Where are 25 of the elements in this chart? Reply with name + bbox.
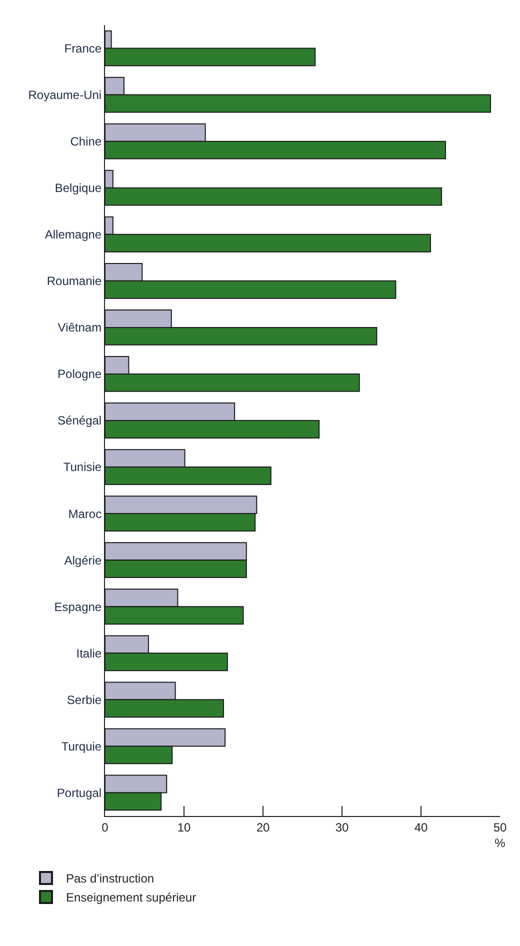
y-tick-label: Royaume-Uni — [28, 88, 102, 102]
y-tick-label: France — [64, 41, 102, 56]
y-tick-label: Algérie — [64, 553, 102, 568]
y-tick-label: Portugal — [56, 786, 102, 800]
y-tick-label: Serbie — [66, 692, 102, 707]
y-tick-label: Viêtnam — [58, 320, 102, 335]
y-tick-label: Turquie — [61, 739, 102, 754]
x-tick-label: 30 — [335, 820, 349, 834]
x-tick-label: 10 — [177, 820, 191, 834]
y-tick-label: Sénégal — [58, 414, 102, 428]
y-tick-label: Belgique — [54, 181, 102, 196]
x-tick-label: 20 — [256, 820, 270, 834]
y-tick-label: Tunisie — [63, 460, 102, 474]
x-tick-label: 40 — [414, 820, 428, 834]
x-tick-label: 50 % — [493, 820, 507, 850]
y-tick-label: Pologne — [58, 367, 102, 382]
y-tick-label: Maroc — [68, 506, 102, 521]
y-tick-label: Allemagne — [44, 228, 102, 242]
y-tick-label: Roumanie — [46, 274, 102, 288]
legend-label: Pas d’instruction — [66, 872, 154, 886]
y-tick-label: Italie — [76, 646, 102, 660]
x-tick-label: 0 — [102, 820, 109, 834]
y-tick-label: Espagne — [54, 600, 102, 614]
legend-label: Enseignement supérieur — [66, 890, 196, 905]
y-tick-label: Chine — [70, 134, 102, 149]
